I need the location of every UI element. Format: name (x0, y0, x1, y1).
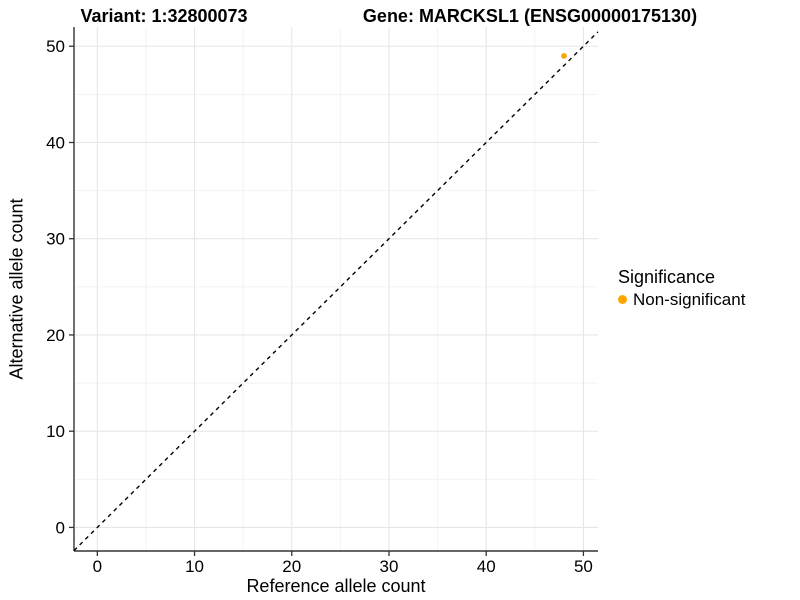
plot-title-variant: Variant: 1:32800073 (80, 6, 248, 26)
plot-panel (74, 27, 598, 551)
y-tick-label: 40 (46, 133, 65, 152)
identity-reference-line (73, 31, 599, 552)
legend-item: Non-significant (616, 289, 745, 310)
data-point (561, 52, 567, 59)
y-tick-label: 20 (46, 326, 65, 345)
x-tick-label: 40 (477, 557, 496, 576)
y-tick-label: 0 (56, 518, 65, 537)
x-tick-label: 30 (380, 557, 399, 576)
legend-point-icon (618, 295, 627, 304)
y-tick-label: 10 (46, 422, 65, 441)
plot-title-gene: Gene: MARCKSL1 (ENSG00000175130) (362, 6, 698, 26)
x-tick-label: 20 (282, 557, 301, 576)
y-tick-label: 50 (46, 37, 65, 56)
y-axis-title: Alternative allele count (6, 198, 27, 380)
y-tick-label: 30 (46, 230, 65, 249)
legend: Significance Non-significant (616, 266, 745, 310)
legend-title: Significance (618, 267, 716, 287)
x-axis-title: Reference allele count (246, 576, 426, 596)
x-tick-label: 50 (574, 557, 593, 576)
x-tick-label: 0 (93, 557, 102, 576)
x-tick-label: 10 (185, 557, 204, 576)
legend-item-label: Non-significant (633, 290, 746, 309)
